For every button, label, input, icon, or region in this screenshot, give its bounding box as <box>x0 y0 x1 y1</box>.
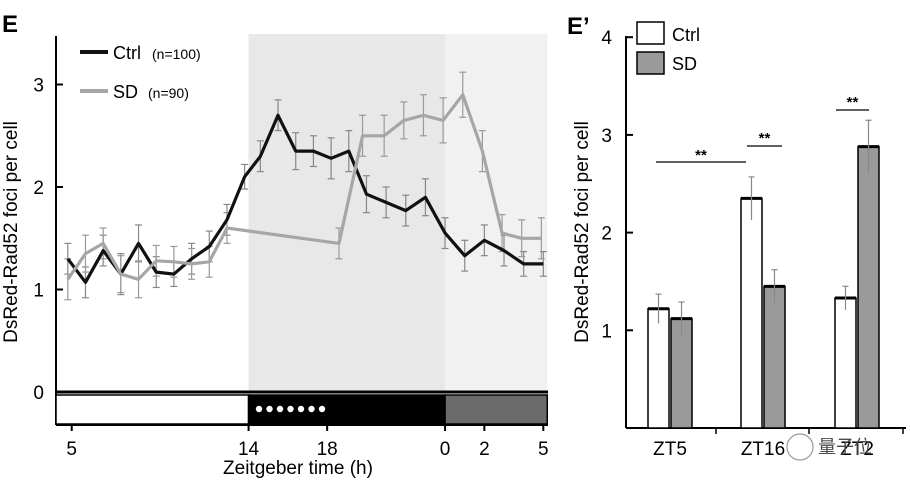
bar-y-tick-label: 1 <box>601 321 612 342</box>
watermark: 量子位 <box>786 433 872 461</box>
bar-ctrl-zt16 <box>740 197 763 429</box>
legend-swatch-sd-bar <box>636 51 665 75</box>
sleep-deprivation-dot <box>308 405 315 413</box>
x-tick-label: 18 <box>317 439 338 460</box>
x-tick-label: 2 <box>479 439 490 460</box>
bar-y-tick-label: 4 <box>601 28 612 49</box>
significance-label: ** <box>695 147 707 164</box>
panel-label-e: E <box>2 11 18 38</box>
light-bar-white <box>55 394 250 425</box>
bar-y-axis-title: DsRed-Rad52 foci per cell <box>572 121 593 343</box>
x-tick-label: 0 <box>440 439 451 460</box>
light-dark-bar <box>55 394 549 425</box>
series-line-ctrl <box>66 113 544 284</box>
sleep-deprivation-dot <box>276 405 284 413</box>
y-axis-title: DsRed-Rad52 foci per cell <box>1 121 22 343</box>
x-tick-label: 5 <box>66 439 77 460</box>
light-bar-gray <box>444 394 549 425</box>
category-labels: ZT5 ZT16 ZT2 <box>653 428 904 460</box>
bar-y-tick-label: 2 <box>601 224 612 245</box>
panel-label-e-prime: E’ <box>567 13 590 40</box>
y-ticks: 0 1 2 3 <box>33 76 63 404</box>
line-chart-panel: E 0 1 2 3 5 14 18 0 2 5 Zeitgeber time (h) DsRed… <box>1 11 549 479</box>
legend-n-sd: (n=90) <box>148 85 189 101</box>
category-label: ZT2 <box>840 439 874 460</box>
x-ticks: 5 14 18 0 2 5 <box>66 425 549 460</box>
watermark-text: 量子位 <box>818 437 872 457</box>
bar-y-tick-label: 3 <box>601 126 612 147</box>
bar-ctrl-zt5 <box>647 308 670 429</box>
legend-label-sd: SD <box>113 82 138 102</box>
bar-legend-ctrl: Ctrl <box>672 25 700 45</box>
y-tick-label: 3 <box>33 76 44 97</box>
bar-chart-panel: E’ 1 2 3 4 ZT5 ZT16 ZT2 ** ** ** DsRed-Rad52 fo… <box>567 13 906 461</box>
shading-layer <box>248 34 548 392</box>
bar-sd-zt2 <box>857 145 880 429</box>
x-axis-title: Zeitgeber time (h) <box>223 458 373 479</box>
sleep-deprivation-dot <box>297 405 305 413</box>
y-tick-label: 2 <box>33 178 44 199</box>
legend-swatch-ctrl-bar <box>636 21 665 45</box>
bar-legend-sd: SD <box>672 54 697 74</box>
sleep-deprivation-dot <box>255 405 263 413</box>
category-label: ZT5 <box>653 439 687 460</box>
bars-layer <box>647 119 880 429</box>
significance-label: ** <box>759 130 771 147</box>
series-layer <box>64 71 547 301</box>
bar-ctrl-zt2 <box>834 297 857 429</box>
legend-n-ctrl: (n=100) <box>152 46 201 62</box>
bar-legend: Ctrl SD <box>636 21 700 75</box>
bar-y-ticks: 1 2 3 4 <box>601 28 633 342</box>
bar-sd-zt16 <box>763 285 786 429</box>
y-tick-label: 0 <box>33 383 44 404</box>
series-line-sd <box>66 93 542 281</box>
x-tick-label: 5 <box>538 439 549 460</box>
sleep-deprivation-dot <box>318 405 326 413</box>
significance-markers: ** ** ** <box>656 94 869 164</box>
watermark-logo-icon <box>786 433 814 461</box>
significance-label: ** <box>847 94 859 111</box>
legend-label-ctrl: Ctrl <box>113 43 141 63</box>
x-tick-label: 14 <box>238 439 260 460</box>
legend: Ctrl (n=100) SD (n=90) <box>80 43 201 102</box>
y-tick-label: 1 <box>33 281 44 302</box>
category-label: ZT16 <box>741 439 785 460</box>
sleep-deprivation-dot <box>287 405 294 413</box>
sleep-deprivation-dot <box>266 405 273 413</box>
